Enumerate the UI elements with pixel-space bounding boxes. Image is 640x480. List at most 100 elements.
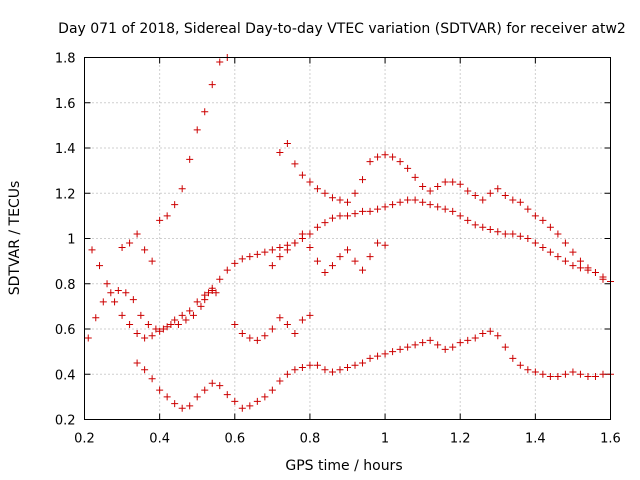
data-point <box>283 139 291 147</box>
data-point <box>381 151 389 159</box>
data-point <box>321 219 329 227</box>
x-tick-labels: 0.2 0.4 0.6 0.8 1 1.2 1.4 1.6 <box>74 432 621 447</box>
y-tick-label: 0.6 <box>55 323 76 338</box>
data-point <box>599 275 607 283</box>
data-point <box>569 248 577 256</box>
data-point <box>509 230 517 238</box>
data-point <box>516 232 524 240</box>
data-point <box>186 402 194 410</box>
data-point <box>494 228 502 236</box>
data-point <box>208 284 216 292</box>
data-point <box>283 320 291 328</box>
data-point <box>374 205 382 213</box>
data-point <box>141 366 149 374</box>
data-point <box>374 352 382 360</box>
data-point <box>471 192 479 200</box>
data-point <box>599 370 607 378</box>
data-point <box>171 400 179 408</box>
y-tick-label: 0.8 <box>55 278 76 293</box>
data-point <box>366 354 374 362</box>
data-point <box>291 160 299 168</box>
data-point <box>359 207 367 215</box>
data-point <box>163 393 171 401</box>
data-point <box>404 196 412 204</box>
y-tick-label: 1.8 <box>55 52 76 67</box>
data-point <box>524 235 532 242</box>
data-point <box>201 386 209 394</box>
data-point <box>328 262 336 270</box>
data-point <box>486 225 494 233</box>
data-point <box>576 370 584 378</box>
data-point <box>479 330 487 338</box>
data-point <box>216 275 224 283</box>
data-point <box>276 253 284 261</box>
data-point <box>178 311 186 319</box>
data-point <box>359 266 367 274</box>
data-point <box>306 230 314 238</box>
data-point <box>366 158 374 166</box>
x-tick-label: 1.2 <box>450 432 471 447</box>
data-point <box>152 325 160 333</box>
data-point <box>174 320 182 328</box>
data-point <box>291 239 299 247</box>
data-point <box>561 257 569 265</box>
data-point <box>223 266 231 274</box>
data-point <box>313 257 321 265</box>
data-point <box>591 268 599 276</box>
data-point <box>426 201 434 209</box>
x-tick-label: 0.8 <box>300 432 321 447</box>
data-point <box>141 334 149 342</box>
data-point <box>381 203 389 211</box>
y-tick-label: 1.2 <box>55 187 76 202</box>
data-point <box>569 368 577 376</box>
data-point <box>178 404 186 412</box>
data-point <box>148 375 156 383</box>
data-point <box>419 182 427 190</box>
data-point <box>298 171 306 179</box>
data-point <box>396 345 404 353</box>
data-point <box>193 126 201 134</box>
data-point <box>351 361 359 369</box>
data-point <box>441 178 449 186</box>
data-point <box>313 223 321 231</box>
data-point <box>306 244 314 252</box>
data-point <box>456 212 464 220</box>
x-tick-label: 0.4 <box>149 432 170 447</box>
data-point <box>381 350 389 358</box>
data-point <box>261 332 269 340</box>
data-point <box>336 366 344 374</box>
data-point <box>321 366 329 374</box>
data-point <box>396 158 404 166</box>
data-point <box>208 81 216 89</box>
data-point <box>494 185 502 193</box>
data-point <box>163 323 171 331</box>
data-point <box>426 336 434 344</box>
data-point <box>163 212 171 220</box>
data-point <box>434 182 442 190</box>
data-point <box>366 253 374 261</box>
data-point <box>419 339 427 347</box>
data-point <box>178 185 186 193</box>
data-point <box>419 198 427 206</box>
data-point <box>231 320 239 328</box>
data-point <box>193 298 201 306</box>
data-point <box>171 201 179 209</box>
data-point <box>524 205 532 213</box>
data-point <box>509 354 517 362</box>
data-point <box>449 178 457 186</box>
y-tick-label: 0.4 <box>55 368 76 383</box>
data-point <box>396 198 404 206</box>
data-point <box>306 361 314 369</box>
data-point <box>501 343 509 351</box>
data-points <box>84 54 614 412</box>
data-point <box>554 373 562 381</box>
data-point <box>276 314 284 322</box>
data-point <box>359 359 367 367</box>
data-point <box>298 316 306 324</box>
data-point <box>344 198 351 206</box>
data-point <box>268 386 276 394</box>
data-point <box>576 264 584 272</box>
data-point <box>351 189 359 197</box>
data-point <box>189 311 197 319</box>
